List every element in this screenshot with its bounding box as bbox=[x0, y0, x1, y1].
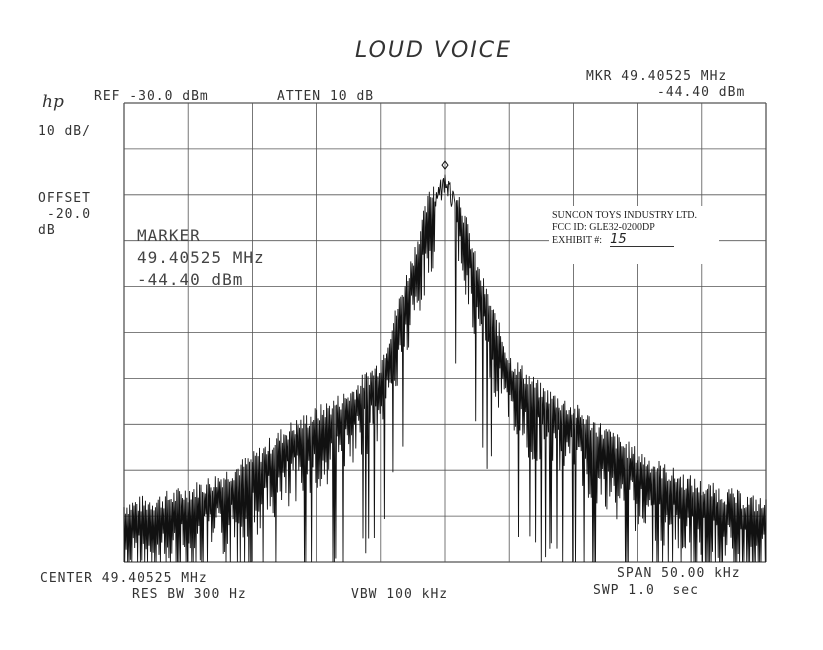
attenuation-readout: ATTEN 10 dB bbox=[277, 89, 375, 104]
stamp-exhibit-label: EXHIBIT #: bbox=[552, 235, 603, 246]
exhibit-stamp: SUNCON TOYS INDUSTRY LTD. FCC ID: GLE32-… bbox=[549, 206, 719, 264]
stamp-company: SUNCON TOYS INDUSTRY LTD. bbox=[552, 210, 698, 221]
handwritten-title: LOUD VOICE bbox=[355, 38, 513, 63]
vbw-readout: VBW 100 kHz bbox=[351, 587, 449, 602]
span-readout: SPAN 50.00 kHz bbox=[617, 566, 741, 581]
marker-box-level: -44.40 dBm bbox=[137, 270, 244, 289]
ref-level-readout: REF -30.0 dBm bbox=[94, 89, 209, 104]
marker-level-readout: -44.40 dBm bbox=[657, 85, 746, 100]
marker-frequency-readout: MKR 49.40525 MHz bbox=[586, 69, 728, 84]
center-frequency-readout: CENTER 49.40525 MHz bbox=[40, 571, 208, 586]
offset-value: -20.0 bbox=[47, 207, 92, 222]
marker-diamond bbox=[441, 160, 449, 170]
stamp-exhibit-row: EXHIBIT #: 15 bbox=[552, 233, 716, 247]
stamp-exhibit-number: 15 bbox=[610, 233, 675, 247]
sweep-time-readout: SWP 1.0 sec bbox=[593, 583, 699, 598]
spectrum-trace bbox=[123, 174, 767, 563]
res-bw-readout: RES BW 300 Hz bbox=[132, 587, 247, 602]
offset-unit: dB bbox=[38, 223, 56, 238]
scale-readout: 10 dB/ bbox=[38, 124, 91, 139]
marker-box-label: MARKER bbox=[137, 226, 201, 245]
peak-marker bbox=[441, 160, 449, 170]
marker-box-frequency: 49.40525 MHz bbox=[137, 248, 265, 267]
offset-label: OFFSET bbox=[38, 191, 91, 206]
stamp-fcc-id: FCC ID: GLE32-0200DP bbox=[552, 222, 655, 233]
hp-logo: hp bbox=[42, 92, 64, 112]
